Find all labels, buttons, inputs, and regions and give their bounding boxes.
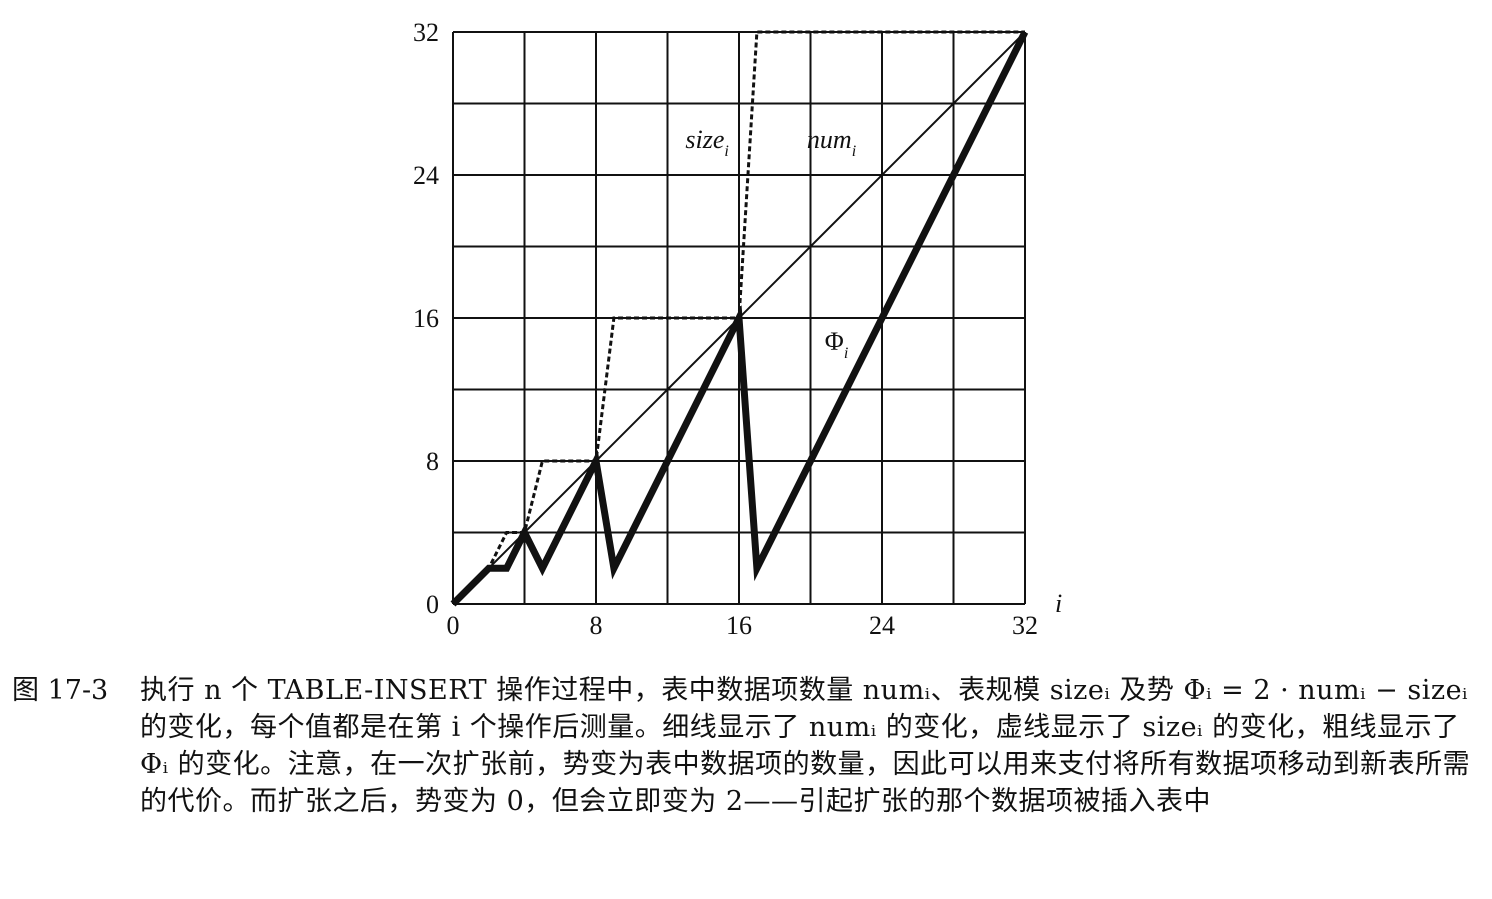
series-label: numi [807,125,856,160]
series-group [450,30,1029,607]
x-axis-label: i [1055,589,1062,618]
y-tick-label: 0 [426,590,439,619]
caption-text: 执行 n 个 TABLE-INSERT 操作过程中，表中数据项数量 numᵢ、表… [140,675,1471,817]
y-tick-label: 16 [413,304,439,333]
x-tick-label: 32 [1012,611,1038,640]
tick-labels: 0 8 16 24 32 0 8 16 24 32 [413,18,1038,640]
potential-chart: 0 8 16 24 32 0 8 16 24 32 sizei numi Φi i [413,18,1062,640]
series-line-thick [450,30,1029,607]
x-tick-label: 24 [869,611,895,640]
series-label: sizei [685,125,728,160]
y-tick-label: 32 [413,18,439,47]
x-tick-label: 16 [726,611,752,640]
y-tick-label: 8 [426,447,439,476]
x-tick-label: 0 [447,611,460,640]
caption-number: 图 17-3 [12,675,109,706]
series-labels: sizei numi Φi [685,125,856,362]
series-label: Φi [825,327,848,362]
x-tick-label: 8 [590,611,603,640]
y-tick-label: 24 [413,161,439,190]
